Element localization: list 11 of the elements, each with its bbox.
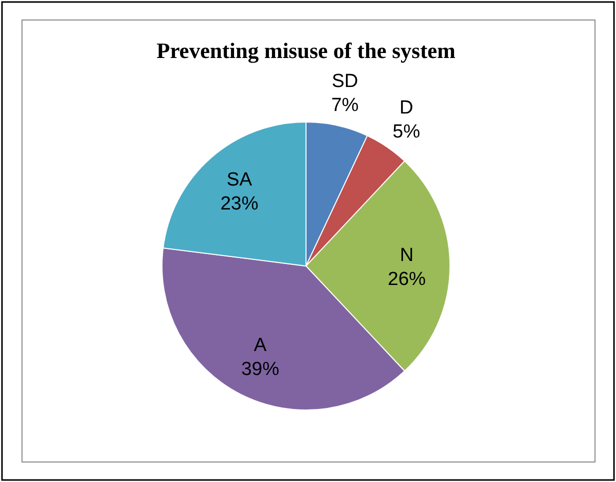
slice-label: A bbox=[254, 334, 267, 356]
slice-label: N bbox=[400, 245, 414, 266]
data-label: 39% bbox=[241, 358, 280, 380]
slice-label: D bbox=[400, 97, 414, 118]
slice-label: SA bbox=[226, 169, 252, 190]
data-label: 7% bbox=[331, 94, 359, 116]
data-label: 26% bbox=[388, 269, 426, 290]
slice-label: SD bbox=[332, 70, 358, 92]
data-label: 23% bbox=[220, 193, 258, 214]
chart-title: Preventing misuse of the system bbox=[156, 38, 456, 63]
data-label: 5% bbox=[392, 121, 420, 142]
